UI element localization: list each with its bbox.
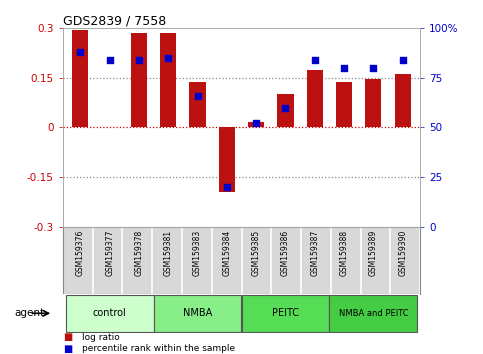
Point (399, 57, 407, 63)
Text: GDS2839 / 7558: GDS2839 / 7558 (63, 14, 166, 27)
Bar (66, 295, 154, 332)
Point (194, 93, 201, 98)
Text: GSM159381: GSM159381 (164, 230, 173, 276)
Text: GSM159377: GSM159377 (105, 230, 114, 276)
Text: NMBA: NMBA (183, 308, 212, 318)
Point (164, 55, 172, 61)
Bar (307, 70, 323, 127)
Bar (189, 82, 206, 127)
Bar (248, 122, 264, 127)
Text: GSM159384: GSM159384 (222, 230, 231, 276)
Text: PEITC: PEITC (272, 308, 299, 318)
Text: GSM159389: GSM159389 (369, 230, 378, 276)
Text: GSM159378: GSM159378 (134, 230, 143, 276)
Point (340, 65, 348, 71)
Text: agent: agent (14, 308, 44, 318)
Bar (72, 30, 88, 127)
Text: control: control (93, 308, 127, 318)
Text: GSM159383: GSM159383 (193, 230, 202, 276)
Text: log ratio: log ratio (82, 333, 120, 342)
Text: ■: ■ (63, 332, 72, 342)
Bar (154, 295, 242, 332)
Text: ■: ■ (63, 344, 72, 354)
Text: GSM159376: GSM159376 (76, 230, 85, 276)
Bar (242, 295, 329, 332)
Point (252, 121, 260, 126)
Text: NMBA and PEITC: NMBA and PEITC (339, 309, 408, 318)
Bar (160, 33, 176, 127)
Text: percentile rank within the sample: percentile rank within the sample (82, 344, 235, 353)
Bar (131, 33, 147, 127)
Point (369, 65, 377, 71)
Point (282, 105, 289, 110)
Bar (329, 295, 417, 332)
Bar (336, 82, 352, 127)
Point (311, 57, 319, 63)
Point (106, 57, 114, 63)
Text: GSM159388: GSM159388 (340, 230, 349, 276)
Point (223, 184, 231, 190)
Bar (219, 127, 235, 192)
Text: GSM159390: GSM159390 (398, 230, 407, 276)
Bar (395, 74, 411, 127)
Bar (277, 95, 294, 127)
Text: GSM159387: GSM159387 (310, 230, 319, 276)
Point (76, 49, 84, 55)
Text: GSM159385: GSM159385 (252, 230, 261, 276)
Point (135, 57, 143, 63)
Text: GSM159386: GSM159386 (281, 230, 290, 276)
Bar (365, 79, 382, 127)
